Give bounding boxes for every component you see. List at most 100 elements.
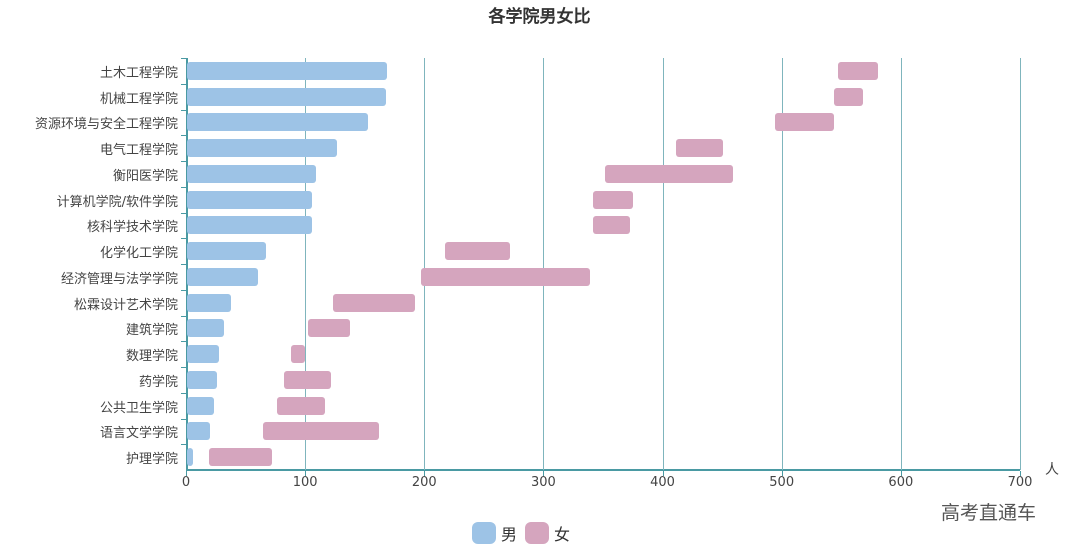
- bar-male[interactable]: [187, 113, 369, 132]
- y-tick: [181, 418, 186, 420]
- bar-female[interactable]: [774, 113, 835, 132]
- bar-female[interactable]: [444, 242, 511, 261]
- bar-male[interactable]: [187, 61, 388, 80]
- y-tick: [181, 289, 186, 291]
- bar-male[interactable]: [187, 319, 224, 338]
- chart-title: 各学院男女比: [488, 7, 591, 27]
- bar-male[interactable]: [187, 139, 338, 158]
- category-label: 机械工程学院: [99, 91, 178, 107]
- y-tick: [181, 444, 186, 446]
- grid-line: [900, 58, 902, 470]
- category-label: 经济管理与法学学院: [60, 271, 178, 287]
- bar-male[interactable]: [187, 190, 313, 209]
- x-tick: [543, 471, 545, 476]
- y-tick: [181, 109, 186, 111]
- y-tick: [181, 135, 186, 137]
- bar-male[interactable]: [187, 293, 232, 312]
- y-axis: [186, 58, 188, 470]
- x-axis-unit: 人: [1045, 462, 1059, 478]
- legend-item-male[interactable]: 男: [472, 521, 517, 545]
- grid-line: [781, 58, 783, 470]
- bar-female[interactable]: [593, 190, 633, 209]
- category-label: 土木工程学院: [99, 65, 178, 81]
- x-tick: [781, 471, 783, 476]
- category-label: 护理学院: [125, 452, 178, 468]
- x-tick-label: 400: [650, 475, 675, 490]
- category-label: 建筑学院: [125, 323, 178, 339]
- bar-female[interactable]: [834, 87, 863, 106]
- bar-male[interactable]: [187, 370, 217, 389]
- category-label: 电气工程学院: [99, 143, 178, 159]
- category-label: 语言文学学院: [99, 426, 178, 442]
- y-tick: [181, 315, 186, 317]
- bar-female[interactable]: [307, 319, 351, 338]
- plot-area: [181, 58, 1021, 476]
- bar-female[interactable]: [290, 345, 306, 364]
- bar-female[interactable]: [332, 293, 415, 312]
- x-tick: [424, 471, 426, 476]
- bar-male[interactable]: [187, 216, 313, 235]
- female-swatch-icon: [525, 522, 550, 544]
- bar-female[interactable]: [675, 139, 724, 158]
- y-tick: [181, 212, 186, 214]
- bar-male[interactable]: [187, 396, 215, 415]
- bar-male[interactable]: [187, 345, 220, 364]
- x-tick-label: 600: [888, 475, 914, 490]
- x-tick: [305, 471, 307, 476]
- y-tick: [181, 58, 186, 59]
- grid-line: [1020, 58, 1021, 470]
- bar-female[interactable]: [208, 448, 272, 467]
- bar-female[interactable]: [593, 216, 631, 235]
- watermark: 高考直通车: [941, 502, 1037, 524]
- category-label: 核科学技术学院: [86, 220, 178, 236]
- y-tick: [181, 238, 186, 240]
- category-label: 数理学院: [125, 349, 178, 365]
- category-label: 计算机学院/软件学院: [56, 194, 178, 210]
- x-tick-label: 700: [1007, 475, 1033, 490]
- x-tick: [662, 471, 664, 476]
- y-tick: [181, 161, 186, 162]
- y-tick: [181, 392, 186, 394]
- category-label: 资源环境与安全工程学院: [34, 117, 178, 133]
- y-tick: [181, 186, 186, 188]
- category-label: 松霖设计艺术学院: [73, 297, 178, 313]
- bar-male[interactable]: [187, 267, 259, 286]
- x-tick-label: 200: [411, 475, 437, 490]
- grid-line: [662, 58, 664, 470]
- bar-female[interactable]: [837, 61, 879, 80]
- x-tick-label: 300: [531, 475, 556, 490]
- x-axis: [186, 469, 1020, 471]
- male-swatch-icon: [472, 522, 496, 544]
- x-tick: [900, 471, 902, 476]
- y-tick: [181, 83, 186, 85]
- bar-male[interactable]: [187, 422, 210, 441]
- x-tick: [186, 471, 187, 476]
- bar-male[interactable]: [187, 242, 266, 261]
- bar-female[interactable]: [263, 422, 379, 441]
- y-tick: [181, 367, 186, 368]
- bar-female[interactable]: [420, 267, 590, 286]
- grid-line: [305, 58, 307, 470]
- legend-label: 男: [501, 525, 518, 544]
- legend-label: 女: [554, 525, 571, 544]
- x-tick-label: 500: [769, 475, 795, 490]
- y-tick: [181, 264, 186, 265]
- x-tick: [1020, 471, 1021, 476]
- category-label: 衡阳医学院: [112, 168, 178, 184]
- bar-female[interactable]: [283, 370, 332, 389]
- category-label: 化学化工学院: [99, 246, 178, 262]
- bar-male[interactable]: [187, 164, 316, 183]
- y-tick: [181, 341, 186, 343]
- grid-line: [543, 58, 545, 470]
- bar-male[interactable]: [187, 87, 386, 106]
- x-tick-label: 0: [181, 475, 191, 490]
- grid-line: [424, 58, 426, 470]
- bar-male[interactable]: [187, 448, 193, 467]
- category-label: 公共卫生学院: [99, 400, 178, 416]
- category-label: 药学院: [138, 374, 178, 390]
- legend-item-female[interactable]: 女: [525, 521, 570, 545]
- bar-female[interactable]: [605, 164, 733, 183]
- bar-female[interactable]: [276, 396, 326, 415]
- legend: 男 女: [472, 521, 570, 545]
- x-tick-label: 100: [292, 475, 318, 490]
